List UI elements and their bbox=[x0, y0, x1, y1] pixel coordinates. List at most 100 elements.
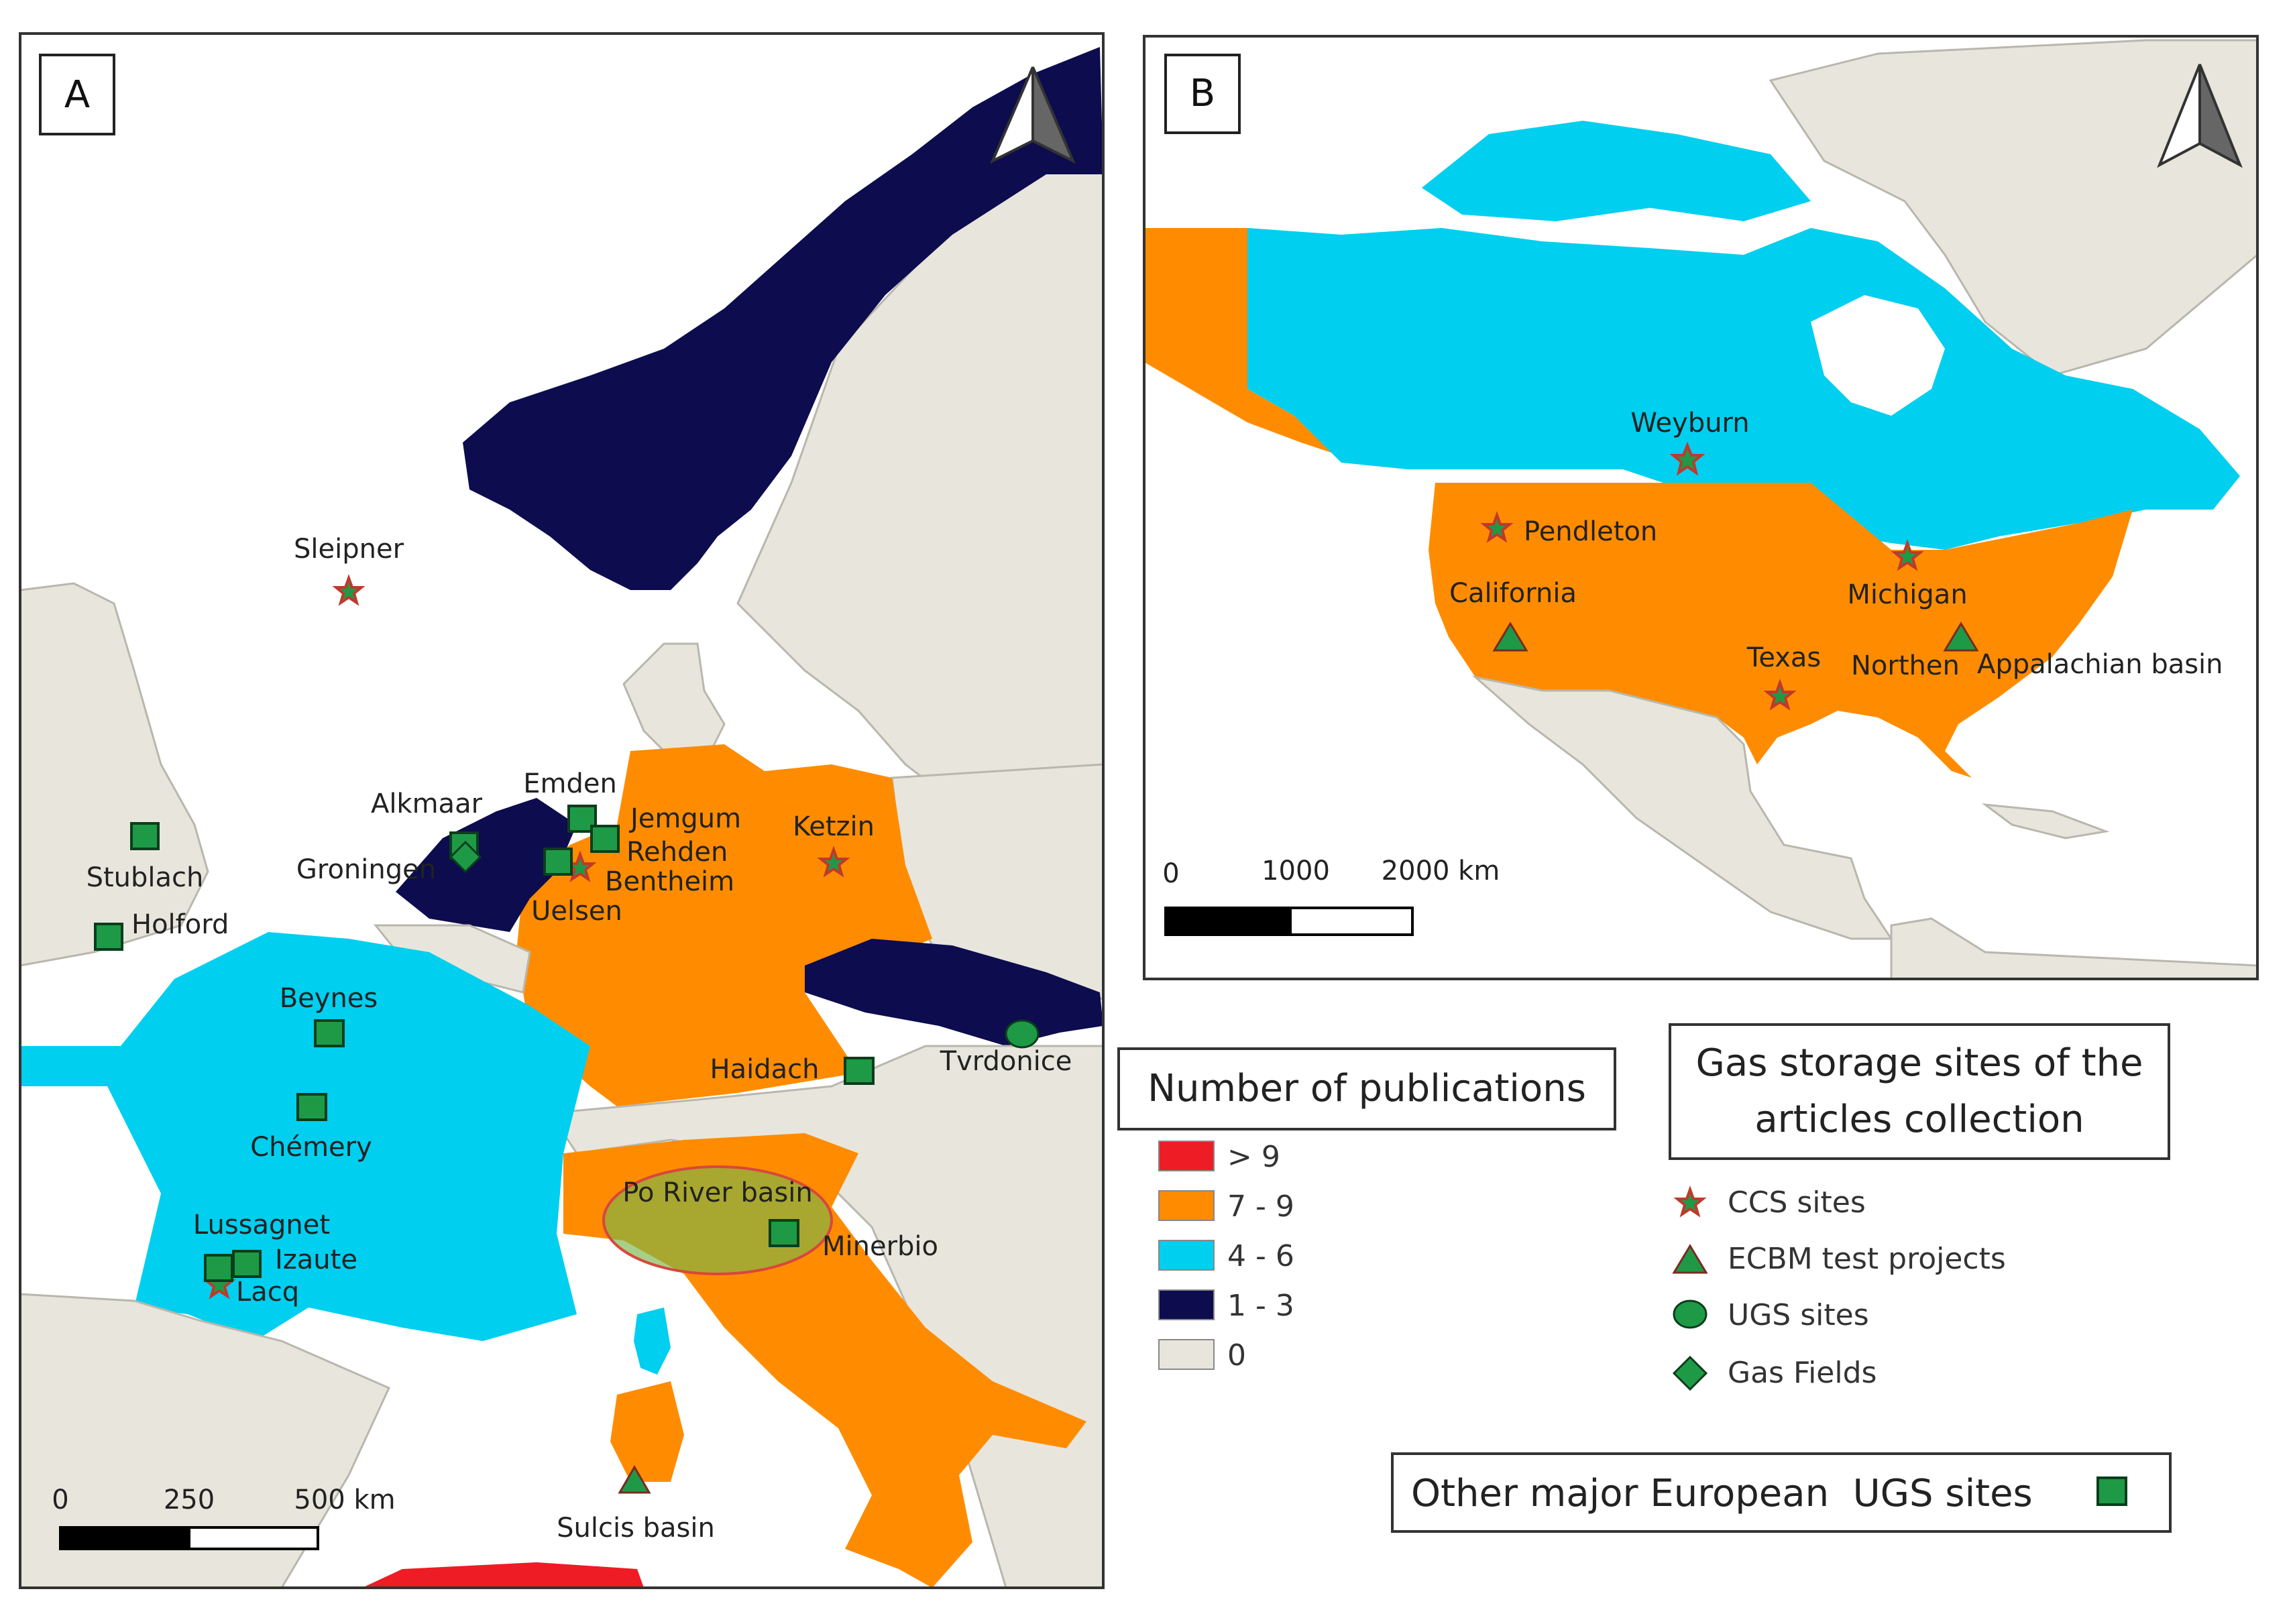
panel-b-scale-bar: 0 1000 2000 km bbox=[1162, 856, 1500, 936]
site-rehden-square-icon bbox=[543, 848, 573, 876]
legend-class-swatch-2 bbox=[1158, 1240, 1215, 1271]
scale-a-label-2: 500 km bbox=[294, 1485, 395, 1515]
label-lussagnet: Lussagnet bbox=[193, 1210, 330, 1240]
label-po-river-basin: Po River basin bbox=[622, 1177, 812, 1208]
panel-b-letter: B bbox=[1190, 72, 1215, 115]
land-central-america-zero bbox=[1890, 917, 2257, 979]
scale-a-label-1: 250 bbox=[164, 1485, 215, 1515]
legend-class-label-3: 1 - 3 bbox=[1227, 1289, 1294, 1323]
legend-other-label: Other major European UGS sites bbox=[1411, 1472, 2033, 1515]
panel-b-map bbox=[1144, 36, 2257, 979]
north-arrow-b-icon bbox=[2157, 64, 2243, 168]
legend-class-swatch-1 bbox=[1158, 1190, 1215, 1221]
label-holford: Holford bbox=[131, 909, 229, 940]
land-north-africa bbox=[362, 1562, 644, 1588]
legend-sites-label-3: Gas Fields bbox=[1728, 1356, 1877, 1390]
site-beynes-square-icon bbox=[314, 1019, 345, 1047]
land-greenland-zero bbox=[1769, 39, 2257, 377]
label-texas: Texas bbox=[1746, 642, 1822, 673]
legend-sites-title-line1: Gas storage sites of the bbox=[1695, 1041, 2143, 1085]
label-bentheim: Bentheim bbox=[605, 866, 734, 897]
site-minerbio-square-icon bbox=[769, 1219, 799, 1247]
panel-b-frame bbox=[1143, 35, 2259, 980]
legend-other-ugs: Other major European UGS sites bbox=[1391, 1452, 2172, 1533]
land-czechia bbox=[805, 939, 1103, 1046]
site-texas-star-icon bbox=[1763, 679, 1797, 711]
label-minerbio: Minerbio bbox=[822, 1231, 938, 1262]
land-france bbox=[20, 932, 590, 1341]
legend-sites: Gas storage sites of the articles collec… bbox=[1669, 1023, 2170, 1391]
panel-a-labels: Sleipner Alkmaar Groningen Emden Jemgum … bbox=[87, 534, 1072, 1544]
site-tvrdonice-circle-icon bbox=[1005, 1019, 1040, 1049]
site-haidach-square-icon bbox=[844, 1057, 875, 1085]
label-northen: Northen bbox=[1851, 650, 1960, 681]
legend-other-box bbox=[1391, 1452, 2172, 1533]
site-pendleton-star-icon bbox=[1480, 511, 1514, 543]
legend-class-swatch-3 bbox=[1158, 1289, 1215, 1320]
legend-class-label-0: > 9 bbox=[1227, 1140, 1280, 1174]
land-alaska bbox=[1144, 228, 1341, 456]
scale-b-label-0: 0 bbox=[1162, 858, 1179, 889]
label-appalachian-basin: Appalachian basin bbox=[1977, 649, 2223, 680]
label-lacq: Lacq bbox=[236, 1277, 299, 1308]
land-caribbean-zero bbox=[1981, 803, 2110, 839]
label-sulcis-basin: Sulcis basin bbox=[557, 1513, 715, 1544]
panel-b-letter-box bbox=[1164, 54, 1241, 134]
panel-a-letter: A bbox=[64, 73, 90, 117]
legend-publications-title-box bbox=[1117, 1047, 1616, 1130]
legend-sites-label-0: CCS sites bbox=[1728, 1185, 1866, 1220]
legend-class-label-4: 0 bbox=[1227, 1338, 1246, 1373]
legend-publications-title: Number of publications bbox=[1148, 1067, 1586, 1110]
legend-class-swatch-4 bbox=[1158, 1339, 1215, 1370]
legend-class-label-2: 4 - 6 bbox=[1227, 1239, 1294, 1273]
legend-sites-label-2: UGS sites bbox=[1728, 1298, 1869, 1332]
site-groningen-diamond-icon bbox=[449, 840, 482, 874]
land-central-zero bbox=[548, 1045, 1103, 1588]
label-rehden: Rehden bbox=[626, 837, 728, 868]
label-jemgum: Jemgum bbox=[628, 803, 741, 834]
land-mexico-zero bbox=[1471, 675, 1893, 940]
site-sleipner-star-icon bbox=[332, 574, 366, 606]
land-usa bbox=[1429, 483, 2133, 778]
legend-circle-icon bbox=[1673, 1299, 1708, 1329]
land-scandinavia-zero bbox=[736, 126, 1103, 833]
legend-triangle-icon bbox=[1672, 1244, 1708, 1274]
land-corsica bbox=[634, 1308, 671, 1375]
scale-b-label-1: 1000 bbox=[1262, 856, 1330, 886]
land-iberia-zero bbox=[20, 1293, 391, 1588]
scale-b-label-2: 2000 km bbox=[1382, 856, 1500, 886]
site-izaute-square-icon bbox=[232, 1250, 262, 1278]
site-weyburn-star-icon bbox=[1669, 441, 1705, 476]
label-tvrdonice: Tvrdonice bbox=[940, 1046, 1072, 1077]
panel-a-letter-box bbox=[39, 54, 115, 135]
label-michigan: Michigan bbox=[1847, 579, 1967, 610]
label-uelsen: Uelsen bbox=[531, 896, 622, 927]
land-sardinia bbox=[610, 1381, 684, 1482]
legend-square-icon bbox=[2096, 1476, 2127, 1506]
site-chemery-square-icon bbox=[296, 1093, 327, 1121]
label-groningen: Groningen bbox=[296, 854, 436, 885]
legend-class-label-1: 7 - 9 bbox=[1227, 1190, 1294, 1224]
site-stublach-square-icon bbox=[130, 822, 160, 850]
panel-a-scale-bar: 0 250 500 km bbox=[52, 1485, 396, 1550]
legend-star-icon bbox=[1673, 1185, 1707, 1218]
site-lussagnet-square-icon bbox=[204, 1254, 233, 1282]
label-izaute: Izaute bbox=[275, 1244, 357, 1275]
label-emden: Emden bbox=[523, 768, 617, 799]
hudson-bay bbox=[1811, 295, 1945, 416]
label-chemery: Chémery bbox=[250, 1132, 372, 1163]
panel-a-map bbox=[20, 34, 1103, 1588]
panel-b-markers bbox=[1480, 441, 1979, 711]
legend-publications: Number of publications > 9 7 - 9 4 - 6 1… bbox=[1117, 1047, 1616, 1373]
label-haidach: Haidach bbox=[710, 1054, 820, 1085]
site-sulcis-triangle-icon bbox=[618, 1465, 651, 1494]
label-weyburn: Weyburn bbox=[1630, 408, 1749, 439]
site-appalachian-triangle-icon bbox=[1943, 622, 1979, 652]
legend-sites-title-box bbox=[1669, 1023, 2170, 1160]
land-denmark bbox=[622, 642, 726, 759]
land-canada bbox=[1247, 228, 2240, 550]
site-jemgum-square-icon bbox=[590, 825, 620, 853]
legend-sites-title-line2: articles collection bbox=[1754, 1098, 2084, 1141]
label-beynes: Beynes bbox=[280, 983, 378, 1014]
legend-sites-label-1: ECBM test projects bbox=[1728, 1242, 2006, 1276]
